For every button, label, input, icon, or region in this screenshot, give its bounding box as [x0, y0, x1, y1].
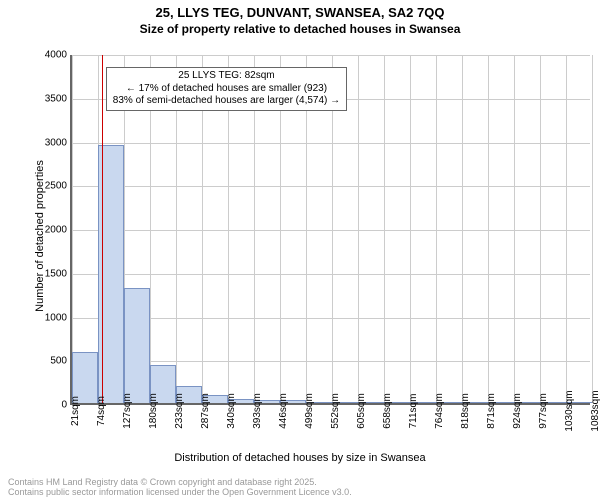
y-tick-label: 4000	[17, 50, 67, 61]
annotation-box: 25 LLYS TEG: 82sqm← 17% of detached hous…	[106, 67, 347, 111]
x-tick-label: 74sqm	[96, 396, 107, 426]
grid-line-vertical	[410, 55, 411, 403]
annotation-line2: ← 17% of detached houses are smaller (92…	[113, 83, 340, 96]
grid-line-vertical	[488, 55, 489, 403]
grid-line-vertical	[592, 55, 593, 403]
x-tick-label: 605sqm	[356, 393, 367, 429]
x-tick-label: 393sqm	[252, 393, 263, 429]
y-tick-label: 0	[17, 400, 67, 411]
y-tick-label: 500	[17, 356, 67, 367]
x-tick-label: 446sqm	[278, 393, 289, 429]
x-tick-label: 924sqm	[512, 393, 523, 429]
grid-line-vertical	[384, 55, 385, 403]
x-tick-label: 499sqm	[304, 393, 315, 429]
x-tick-label: 658sqm	[382, 393, 393, 429]
chart-subtitle: Size of property relative to detached ho…	[0, 22, 600, 36]
y-tick-label: 2000	[17, 225, 67, 236]
x-tick-label: 818sqm	[460, 393, 471, 429]
grid-line-vertical	[514, 55, 515, 403]
footer-line2: Contains public sector information licen…	[8, 488, 352, 498]
x-tick-label: 21sqm	[70, 396, 81, 426]
chart-container: 25, LLYS TEG, DUNVANT, SWANSEA, SA2 7QQ …	[0, 0, 600, 500]
y-tick-label: 2500	[17, 181, 67, 192]
grid-line-vertical	[540, 55, 541, 403]
x-tick-label: 340sqm	[226, 393, 237, 429]
x-tick-label: 1083sqm	[590, 390, 600, 431]
plot-area: 25 LLYS TEG: 82sqm← 17% of detached hous…	[70, 55, 590, 405]
x-tick-label: 711sqm	[408, 394, 419, 429]
x-tick-label: 764sqm	[434, 393, 445, 429]
y-axis-label: Number of detached properties	[34, 136, 46, 336]
x-axis-label: Distribution of detached houses by size …	[0, 452, 600, 464]
grid-line-vertical	[566, 55, 567, 403]
x-tick-label: 977sqm	[538, 393, 549, 429]
x-tick-label: 552sqm	[330, 393, 341, 429]
annotation-line1: 25 LLYS TEG: 82sqm	[113, 70, 340, 83]
grid-line-vertical	[358, 55, 359, 403]
annotation-line3: 83% of semi-detached houses are larger (…	[113, 95, 340, 108]
x-tick-label: 1030sqm	[564, 390, 575, 431]
x-tick-label: 180sqm	[148, 393, 159, 429]
y-tick-label: 1500	[17, 268, 67, 279]
x-tick-label: 233sqm	[174, 393, 185, 429]
y-tick-label: 3500	[17, 93, 67, 104]
histogram-bar	[124, 288, 150, 404]
grid-line-vertical	[436, 55, 437, 403]
y-tick-label: 3000	[17, 137, 67, 148]
y-tick-label: 1000	[17, 312, 67, 323]
x-tick-label: 287sqm	[200, 393, 211, 429]
grid-line-vertical	[462, 55, 463, 403]
marker-line	[102, 55, 103, 403]
x-tick-label: 127sqm	[122, 393, 133, 429]
chart-title: 25, LLYS TEG, DUNVANT, SWANSEA, SA2 7QQ	[0, 5, 600, 20]
grid-line-vertical	[72, 55, 73, 403]
x-tick-label: 871sqm	[486, 393, 497, 429]
footer-attribution: Contains HM Land Registry data © Crown c…	[8, 478, 352, 498]
